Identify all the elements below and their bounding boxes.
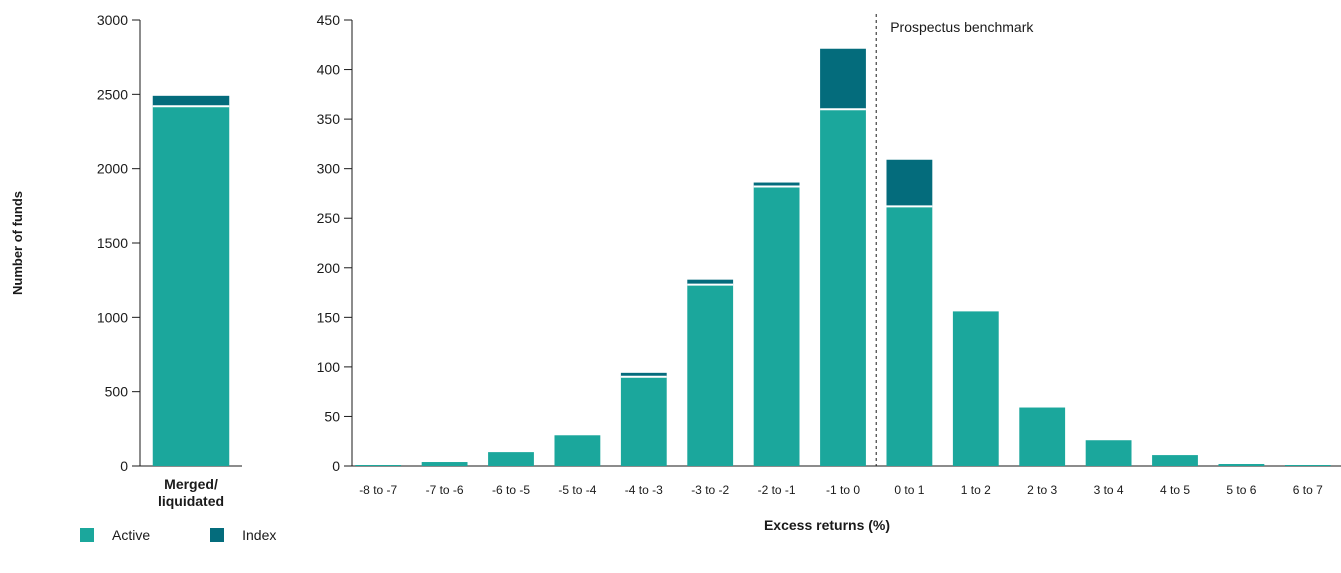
right-category-label: 2 to 3 xyxy=(1027,483,1057,497)
legend-item-active: Active xyxy=(80,527,150,543)
legend-label-active: Active xyxy=(112,527,151,543)
right-bar-index-0-to-1 xyxy=(886,159,933,207)
right-category-label: -5 to -4 xyxy=(558,483,596,497)
left-y-tick-label: 500 xyxy=(105,384,129,400)
right-category-label: 1 to 2 xyxy=(961,483,991,497)
right-y-tick-label: 400 xyxy=(317,62,341,78)
legend-item-index: Index xyxy=(210,527,276,543)
right-bar-active-0-to-1 xyxy=(886,206,933,466)
left-category-label: liquidated xyxy=(158,493,224,509)
right-bar-index-1-to-0 xyxy=(820,48,866,110)
right-category-label: -2 to -1 xyxy=(758,483,796,497)
right-bar-active-1-to-2 xyxy=(952,311,999,466)
left-y-tick-label: 2000 xyxy=(97,161,128,177)
right-y-tick-label: 150 xyxy=(317,309,341,325)
right-category-label: 5 to 6 xyxy=(1226,483,1256,497)
legend-swatch-active xyxy=(80,528,94,542)
right-bar-active-5-to-4 xyxy=(554,435,601,466)
right-y-tick-label: 300 xyxy=(317,161,341,177)
legend-swatch-index xyxy=(210,528,225,542)
left-y-tick-label: 0 xyxy=(120,458,128,474)
left-y-tick-label: 2500 xyxy=(97,86,128,102)
right-y-tick-label: 100 xyxy=(317,359,341,375)
right-bar-active-3-to-2 xyxy=(687,284,734,466)
right-bar-index-3-to-2 xyxy=(687,279,734,285)
left-y-tick-label: 1000 xyxy=(97,309,128,325)
legend-label-index: Index xyxy=(242,527,277,543)
benchmark-label: Prospectus benchmark xyxy=(890,19,1034,35)
right-category-label: -1 to 0 xyxy=(826,483,860,497)
right-category-label: 4 to 5 xyxy=(1160,483,1190,497)
right-y-tick-label: 200 xyxy=(317,260,341,276)
right-bar-active-6-to-7 xyxy=(1284,465,1331,466)
right-category-label: -4 to -3 xyxy=(625,483,663,497)
right-bar-index-4-to-3 xyxy=(620,372,667,377)
right-y-tick-label: 350 xyxy=(317,111,341,127)
left-y-tick-label: 3000 xyxy=(97,12,128,28)
legend: Active Index xyxy=(80,527,336,543)
left-bar-active-merged-liquidated xyxy=(152,106,230,466)
right-bar-active-4-to-3 xyxy=(620,376,667,466)
right-bar-active-2-to-3 xyxy=(1019,407,1066,466)
right-bar-active-3-to-4 xyxy=(1085,440,1132,466)
right-category-label: 3 to 4 xyxy=(1094,483,1124,497)
right-bar-active-8-to-7 xyxy=(355,465,402,466)
left-chart: 0 500 1000 1500 2000 2500 3000 Merged/liquidate… xyxy=(97,12,242,509)
right-category-label: -8 to -7 xyxy=(359,483,397,497)
y-axis-label-left: Number of funds xyxy=(10,191,25,295)
right-y-tick-label: 0 xyxy=(332,458,340,474)
right-category-label: -3 to -2 xyxy=(691,483,729,497)
right-category-label: 0 to 1 xyxy=(894,483,924,497)
left-category-label: Merged/ xyxy=(164,476,218,492)
left-bar-index-merged-liquidated xyxy=(152,95,230,107)
right-category-label: -7 to -6 xyxy=(426,483,464,497)
right-bar-active-4-to-5 xyxy=(1152,455,1198,466)
right-bar-active-5-to-6 xyxy=(1218,464,1265,466)
right-bar-active-1-to-0 xyxy=(820,109,866,466)
x-axis-label: Excess returns (%) xyxy=(764,517,890,533)
right-y-tick-label: 250 xyxy=(317,210,341,226)
right-bar-index-2-to-1 xyxy=(753,182,800,187)
right-category-label: 6 to 7 xyxy=(1293,483,1323,497)
right-category-label: -6 to -5 xyxy=(492,483,530,497)
left-y-tick-label: 1500 xyxy=(97,235,128,251)
right-y-tick-label: 450 xyxy=(317,12,341,28)
right-bar-active-6-to-5 xyxy=(488,452,534,466)
right-bar-active-7-to-6 xyxy=(421,462,468,466)
right-bar-active-2-to-1 xyxy=(753,186,800,467)
right-chart: 0 50 100 150 200 250 300 350 400 450 -8 to -7 -7 to… xyxy=(317,12,1341,497)
right-y-tick-label: 50 xyxy=(324,408,340,424)
